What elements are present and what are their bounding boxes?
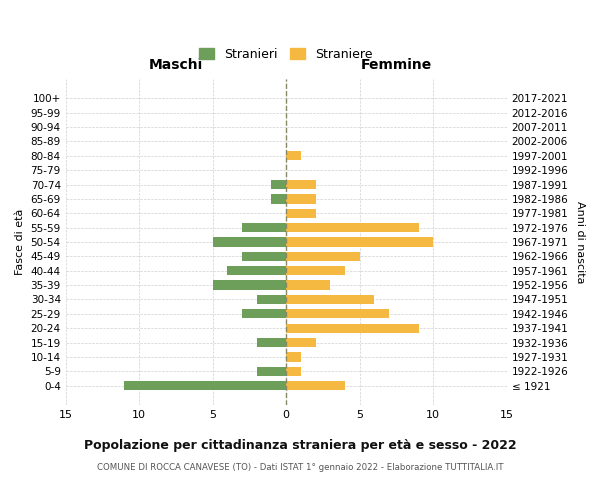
Bar [286,238,433,246]
Bar [286,223,419,232]
Bar [286,180,316,189]
Bar [257,338,286,347]
Legend: Stranieri, Straniere: Stranieri, Straniere [194,42,378,66]
Bar [257,295,286,304]
Bar [212,280,286,289]
Bar [286,381,345,390]
Bar [227,266,286,276]
Bar [257,366,286,376]
Bar [286,151,301,160]
Text: Femmine: Femmine [361,58,432,72]
Bar [286,338,316,347]
Bar [286,352,301,362]
Text: Maschi: Maschi [149,58,203,72]
Bar [286,324,419,333]
Y-axis label: Anni di nascita: Anni di nascita [575,200,585,283]
Text: COMUNE DI ROCCA CANAVESE (TO) - Dati ISTAT 1° gennaio 2022 - Elaborazione TUTTIT: COMUNE DI ROCCA CANAVESE (TO) - Dati IST… [97,464,503,472]
Bar [286,208,316,218]
Y-axis label: Fasce di età: Fasce di età [15,209,25,275]
Bar [286,266,345,276]
Text: Popolazione per cittadinanza straniera per età e sesso - 2022: Popolazione per cittadinanza straniera p… [83,440,517,452]
Bar [286,280,331,289]
Bar [271,180,286,189]
Bar [242,309,286,318]
Bar [242,252,286,261]
Bar [271,194,286,203]
Bar [286,194,316,203]
Bar [212,238,286,246]
Bar [286,366,301,376]
Bar [286,252,360,261]
Bar [124,381,286,390]
Bar [286,295,374,304]
Bar [242,223,286,232]
Bar [286,309,389,318]
